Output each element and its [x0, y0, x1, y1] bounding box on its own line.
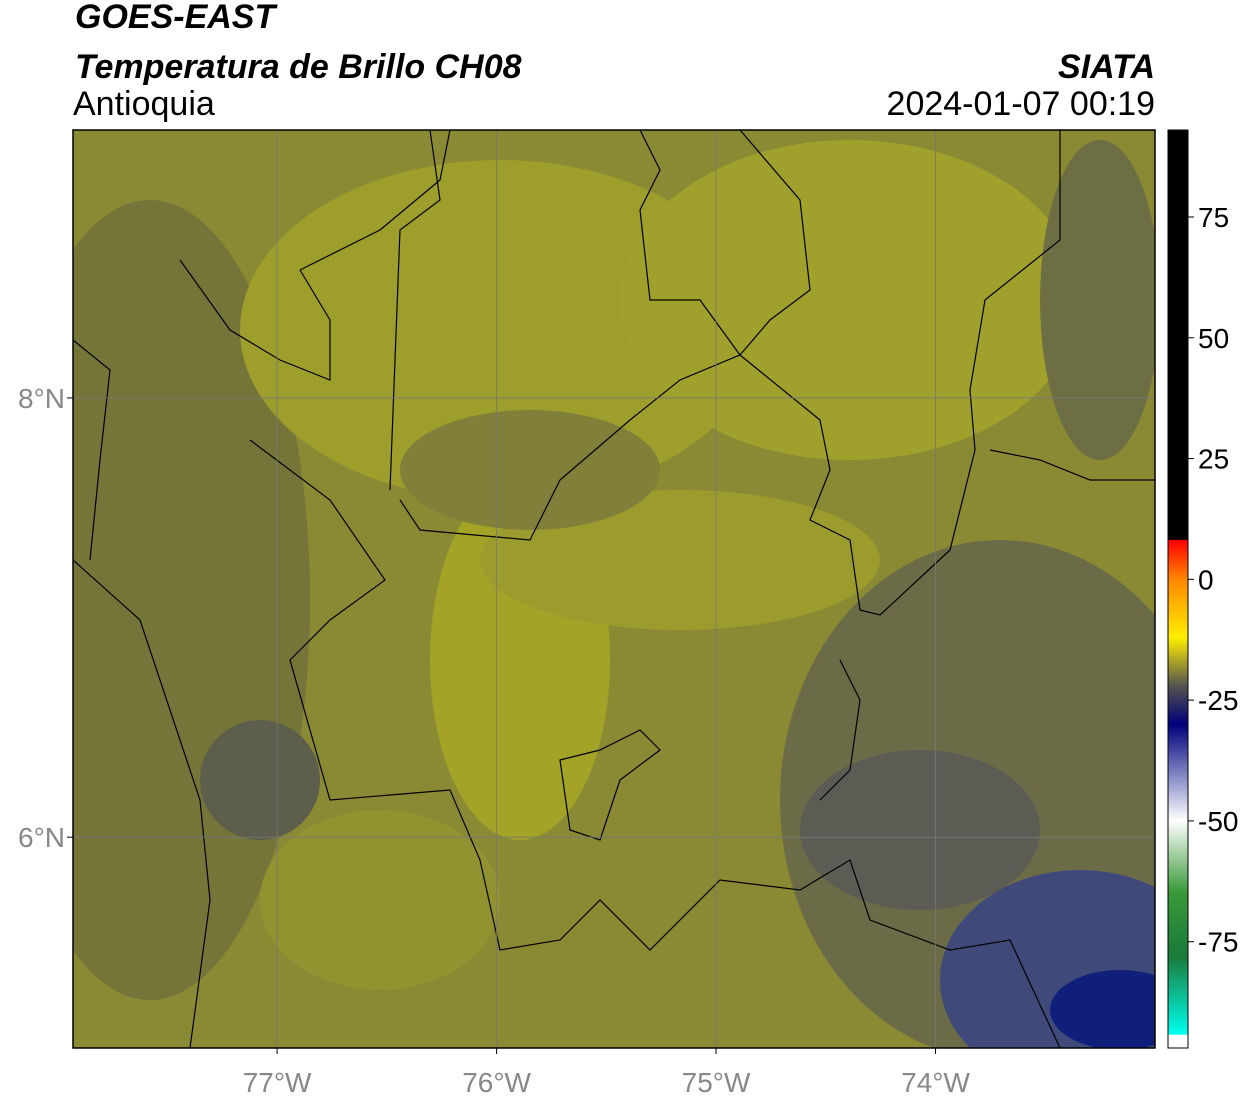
datetime: 2024-01-07 00:19 [887, 85, 1155, 123]
colorbar-tick-label: 0 [1198, 564, 1214, 595]
lon-tick-label: 75°W [682, 1067, 751, 1098]
colorbar-tick-label: -25 [1198, 685, 1238, 716]
colorbar-tick-label: 25 [1198, 444, 1229, 475]
map-frame [72, 129, 1156, 1049]
colorbar-tick-label: -75 [1198, 927, 1238, 958]
title: GOES-EAST [75, 0, 278, 36]
lon-tick-label: 77°W [243, 1067, 312, 1098]
colorbar-tick-label: -50 [1198, 806, 1238, 837]
lon-tick-label: 74°W [901, 1067, 970, 1098]
colorbar [1167, 129, 1189, 1049]
source: SIATA [1058, 48, 1155, 86]
lon-tick-label: 76°W [462, 1067, 531, 1098]
lat-tick-label: 8°N [18, 383, 65, 414]
grid [73, 130, 1155, 1048]
region: Antioquia [73, 85, 215, 123]
colorbar-tick-label: 50 [1198, 323, 1229, 354]
subtitle: Temperatura de Brillo CH08 [75, 48, 522, 86]
colorbar-tick-label: 75 [1198, 202, 1229, 233]
lat-tick-label: 6°N [18, 822, 65, 853]
map-image [73, 130, 1155, 1048]
